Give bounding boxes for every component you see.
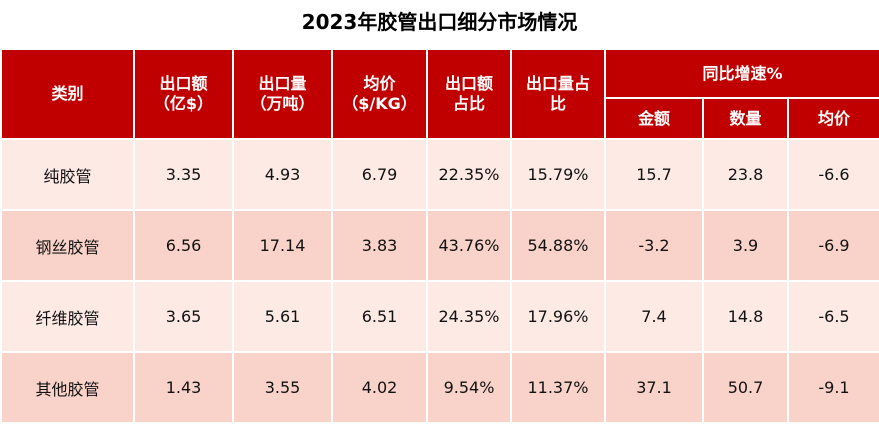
data-cell: 50.7 — [702, 351, 789, 424]
header-cell: 出口量 （万吨） — [232, 48, 333, 140]
data-cell: 17.96% — [510, 280, 606, 353]
data-cell: 3.83 — [331, 209, 428, 282]
data-cell: -6.5 — [786, 280, 879, 353]
data-cell: -3.2 — [604, 209, 704, 282]
data-cell: 3.65 — [133, 280, 234, 353]
data-cell: 6.56 — [133, 209, 234, 282]
header-cell: 同比增速% — [603, 48, 879, 99]
data-cell: 3.55 — [232, 351, 333, 424]
data-cell: 22.35% — [426, 138, 512, 211]
data-row: 纤维胶管 3.65 5.61 6.51 24.35% 17.96% 7.4 14.8 -6.5 — [0, 280, 879, 353]
header-cell: 出口额 （亿$） — [133, 48, 234, 140]
data-cell: 7.4 — [604, 280, 704, 353]
subheader-cell: 数量 — [702, 97, 789, 140]
data-cell: 11.37% — [510, 351, 606, 424]
data-cell: 6.51 — [331, 280, 428, 353]
data-cell: 1.43 — [133, 351, 234, 424]
row-label: 纤维胶管 — [0, 280, 135, 353]
market-table: 类别 出口额 （亿$） 出口量 （万吨） 均价 （$/KG） 出口额 占比 出口量占 比同… — [0, 48, 879, 424]
data-cell: 43.76% — [426, 209, 512, 282]
data-cell: 5.61 — [232, 280, 333, 353]
data-cell: 6.79 — [331, 138, 428, 211]
data-cell: -9.1 — [786, 351, 879, 424]
data-cell: 14.8 — [702, 280, 789, 353]
data-cell: -6.9 — [786, 209, 879, 282]
data-cell: 3.9 — [702, 209, 789, 282]
header-cell: 类别 — [0, 48, 135, 140]
data-row: 其他胶管 1.43 3.55 4.02 9.54% 11.37% 37.1 50.7 -9.1 — [0, 351, 879, 424]
data-cell: 15.79% — [510, 138, 606, 211]
subheader-row: 金额 数量 均价 — [1, 97, 879, 140]
header-cell: 出口量占 比 — [510, 48, 606, 140]
header-row: 类别 出口额 （亿$） 出口量 （万吨） 均价 （$/KG） 出口额 占比 出口量占 比同… — [0, 48, 879, 140]
header-cell: 出口额 占比 — [426, 48, 512, 140]
data-cell: 9.54% — [426, 351, 512, 424]
header-cell: 均价 （$/KG） — [331, 48, 428, 140]
subheader-cell: 金额 — [604, 97, 704, 140]
data-cell: 4.93 — [232, 138, 333, 211]
data-cell: 24.35% — [426, 280, 512, 353]
data-cell: 54.88% — [510, 209, 606, 282]
data-cell: 15.7 — [604, 138, 704, 211]
data-cell: 3.35 — [133, 138, 234, 211]
title: 2023年胶管出口细分市场情况 — [301, 10, 578, 34]
data-cell: 37.1 — [604, 351, 704, 424]
data-cell: 17.14 — [232, 209, 333, 282]
row-label: 纯胶管 — [0, 138, 135, 211]
data-row: 钢丝胶管 6.56 17.14 3.83 43.76% 54.88% -3.2 3.9 -6.9 — [0, 209, 879, 282]
data-row: 纯胶管 3.35 4.93 6.79 22.35% 15.79% 15.7 23.8 -6.6 — [0, 138, 879, 211]
subheader-cell: 均价 — [786, 97, 879, 140]
row-label: 钢丝胶管 — [0, 209, 135, 282]
data-cell: 4.02 — [331, 351, 428, 424]
row-label: 其他胶管 — [0, 351, 135, 424]
data-cell: -6.6 — [786, 138, 879, 211]
data-cell: 23.8 — [702, 138, 789, 211]
